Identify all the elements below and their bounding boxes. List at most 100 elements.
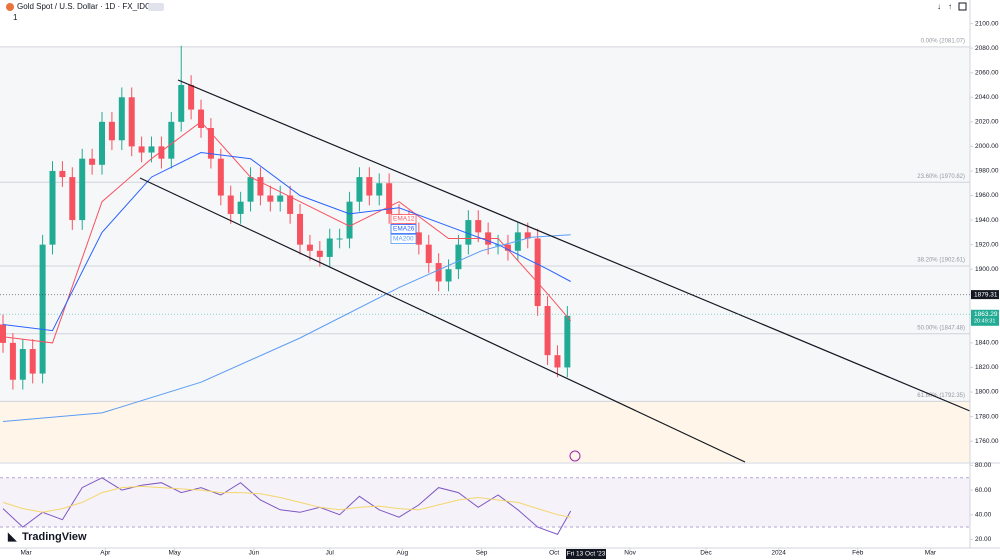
rsi-band bbox=[0, 477, 970, 528]
legend-box bbox=[390, 224, 417, 234]
candle-body bbox=[79, 158, 86, 221]
y-tick-label: 2080.00 bbox=[975, 45, 999, 52]
arrow-icon[interactable]: ↑ bbox=[948, 2, 952, 11]
candle-body bbox=[188, 84, 195, 110]
y-tick-label: 2000.00 bbox=[975, 143, 999, 150]
channel-lower bbox=[139, 177, 746, 463]
candle-body bbox=[247, 177, 254, 202]
rsi-line bbox=[2, 485, 571, 518]
candle-body bbox=[386, 183, 393, 214]
candle-body bbox=[356, 177, 363, 202]
candle-body bbox=[287, 195, 294, 214]
legend-box bbox=[390, 214, 417, 224]
x-tick-label: Apr bbox=[100, 550, 111, 557]
candle-body bbox=[207, 127, 214, 159]
candle-body bbox=[504, 244, 511, 251]
rsi-tick-label: 40.00 bbox=[975, 511, 992, 518]
y-tick-label: 1840.00 bbox=[975, 340, 999, 347]
cursor-date: Fri 13 Oct '23 bbox=[567, 551, 606, 558]
indicator-line bbox=[2, 234, 571, 422]
legend-box bbox=[390, 234, 417, 244]
candle-body bbox=[524, 232, 531, 239]
candle-body bbox=[306, 244, 313, 251]
y-tick-label: 1780.00 bbox=[975, 413, 999, 420]
fib-label: 61.80% (1792.35) bbox=[917, 393, 965, 399]
brand: TradingView bbox=[22, 531, 87, 543]
x-tick-label: Nov bbox=[624, 550, 636, 557]
x-tick-label: Aug bbox=[397, 550, 409, 557]
maximize-icon[interactable] bbox=[958, 2, 967, 11]
price-tag bbox=[971, 290, 999, 300]
candle-body bbox=[415, 232, 422, 245]
x-tick-label: Jun bbox=[249, 550, 260, 557]
candle-body bbox=[495, 244, 502, 246]
y-tick-label: 2020.00 bbox=[975, 119, 999, 126]
candle-body bbox=[0, 324, 6, 343]
y-tick-label: 1800.00 bbox=[975, 389, 999, 396]
rsi-tick-label: 80.00 bbox=[975, 462, 992, 469]
candle-body bbox=[108, 121, 115, 141]
indicator-count[interactable]: 1 bbox=[13, 13, 18, 22]
y-tick-label: 1760.00 bbox=[975, 438, 999, 445]
candle-body bbox=[217, 158, 224, 196]
candle-body bbox=[564, 315, 571, 368]
candle-body bbox=[514, 232, 521, 251]
candle-body bbox=[89, 158, 96, 165]
candle-body bbox=[554, 355, 561, 368]
candle-body bbox=[49, 170, 56, 245]
candle-body bbox=[267, 195, 274, 202]
indicator-line bbox=[2, 151, 571, 332]
fib-zone bbox=[0, 46, 970, 402]
candle-body bbox=[435, 263, 442, 282]
fib-label: 23.60% (1970.82) bbox=[917, 174, 965, 180]
fib-label: 50.00% (1847.48) bbox=[917, 325, 965, 331]
rsi-line bbox=[2, 477, 572, 536]
candle-body bbox=[59, 170, 66, 178]
countdown: 20:49:31 bbox=[974, 319, 995, 325]
candle-body bbox=[158, 146, 165, 159]
plot: EMA12 EMA26 MA200 bbox=[0, 45, 572, 536]
symbol-title[interactable]: Gold Spot / U.S. Dollar · 1D · FX_IDC bbox=[17, 2, 151, 11]
candle-body bbox=[336, 238, 343, 240]
fib-label: 38.20% (1902.61) bbox=[917, 258, 965, 264]
candle-body bbox=[475, 220, 482, 233]
y-tick-label: 1940.00 bbox=[975, 217, 999, 224]
x-tick-label: Mar bbox=[925, 550, 937, 557]
y-tick-label: 2040.00 bbox=[975, 94, 999, 101]
candle-body bbox=[445, 269, 452, 282]
arrow-icon[interactable]: ↓ bbox=[937, 2, 941, 11]
x-tick-label: Oct bbox=[549, 550, 559, 557]
axes: 1760.001780.001800.001820.001840.001860.… bbox=[0, 20, 999, 559]
y-tick-label: 1980.00 bbox=[975, 168, 999, 175]
y-tick-label: 1900.00 bbox=[975, 266, 999, 273]
y-tick-label: 1960.00 bbox=[975, 192, 999, 199]
candle-body bbox=[227, 195, 234, 214]
fib-label: 0.00% (2081.07) bbox=[921, 38, 965, 44]
candle-body bbox=[237, 201, 244, 214]
rsi-tick-label: 20.00 bbox=[975, 536, 992, 543]
x-tick-label: Mar bbox=[21, 550, 33, 557]
candle-body bbox=[455, 244, 462, 270]
y-tick-label: 2060.00 bbox=[975, 69, 999, 76]
candle-body bbox=[326, 238, 333, 257]
candle-body bbox=[277, 195, 284, 202]
candle-body bbox=[19, 349, 26, 380]
x-tick-label: Dec bbox=[700, 550, 712, 557]
compass-icon[interactable] bbox=[569, 450, 581, 462]
y-tick-label: 1820.00 bbox=[975, 364, 999, 371]
candle-body bbox=[465, 220, 472, 245]
legend-label: EMA26 bbox=[393, 226, 415, 233]
candle-body bbox=[544, 306, 551, 356]
candle-body bbox=[425, 244, 432, 264]
indicator-line bbox=[2, 121, 572, 344]
x-tick-label: May bbox=[168, 550, 181, 557]
candle-body bbox=[257, 177, 264, 196]
candle-body bbox=[534, 238, 541, 307]
candle-body bbox=[148, 146, 155, 153]
legend-label: EMA12 bbox=[393, 216, 415, 223]
candle-body bbox=[168, 121, 175, 159]
price-tag bbox=[971, 309, 999, 326]
x-tick-label: Feb bbox=[852, 550, 864, 557]
candle-body bbox=[297, 213, 304, 245]
